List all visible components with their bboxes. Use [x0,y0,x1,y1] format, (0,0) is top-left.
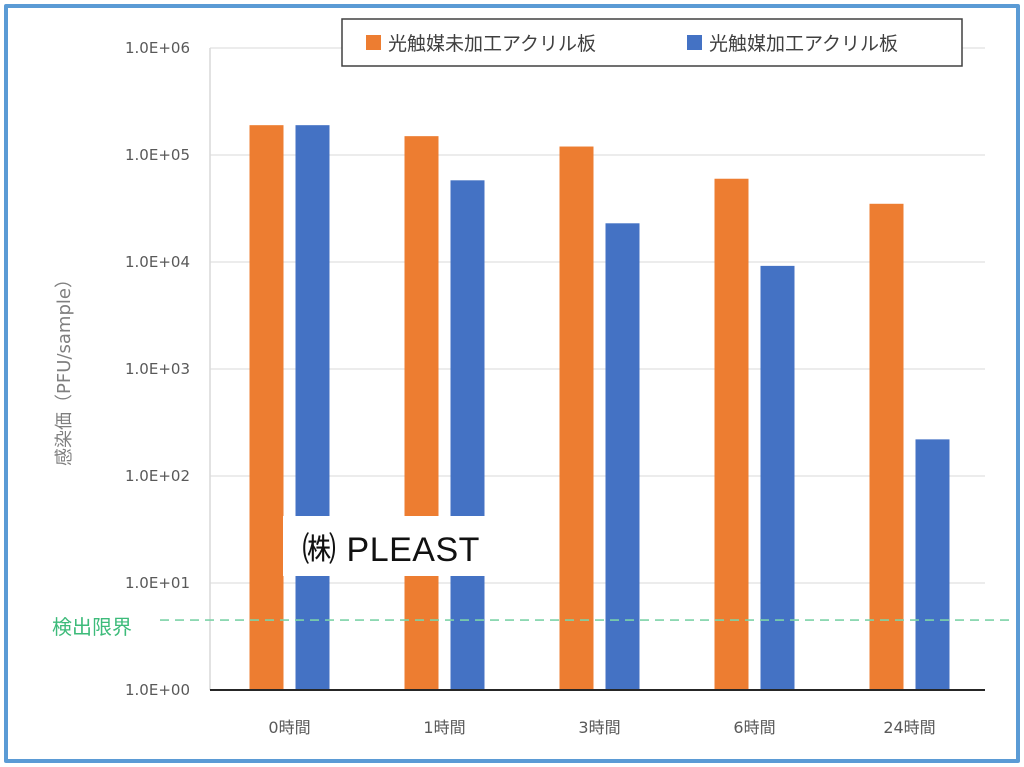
x-category-labels: 0時間 1時間 3時間 6時間 24時間 [268,718,935,737]
bar-treated [760,265,795,690]
bar-treated [915,439,950,690]
y-tick-labels: 1.0E+00 1.0E+01 1.0E+02 1.0E+03 1.0E+04 1.0E+… [125,39,190,699]
bar-treated [295,125,330,691]
bars [249,125,950,691]
y-tick-label: 1.0E+05 [125,146,190,164]
legend-entry: 光触媒未加工アクリル板 [388,33,596,55]
legend-entry: 光触媒加工アクリル板 [709,33,898,55]
legend-swatch [687,35,702,50]
x-category-label: 3時間 [578,718,620,737]
x-category-label: 0時間 [268,718,310,737]
bar-untreated [869,203,904,690]
detection-limit-label: 検出限界 [52,615,132,639]
watermark: ㈱ PLEAST [283,516,499,576]
bar-treated [605,223,640,691]
detection-limit: 検出限界 [52,615,1012,639]
x-category-label: 24時間 [883,718,935,737]
bar-untreated [404,136,439,691]
bar-untreated [714,178,749,690]
bar-treated [450,180,485,690]
x-category-label: 6時間 [733,718,775,737]
axes [209,48,985,691]
legend-box [341,18,963,67]
y-tick-label: 1.0E+06 [125,39,190,57]
y-tick-label: 1.0E+00 [125,681,190,699]
y-tick-label: 1.0E+01 [125,574,190,592]
y-tick-label: 1.0E+02 [125,467,190,485]
bar-untreated [249,125,284,691]
legend-swatch [366,35,381,50]
y-tick-label: 1.0E+04 [125,253,190,271]
x-category-label: 1時間 [423,718,465,737]
bar-untreated [559,146,594,691]
y-tick-label: 1.0E+03 [125,360,190,378]
y-axis-title: 感染価（PFU/sample） [54,270,75,466]
chart-frame [4,4,1020,763]
legend: 光触媒未加工アクリル板 光触媒加工アクリル板 [341,18,963,67]
